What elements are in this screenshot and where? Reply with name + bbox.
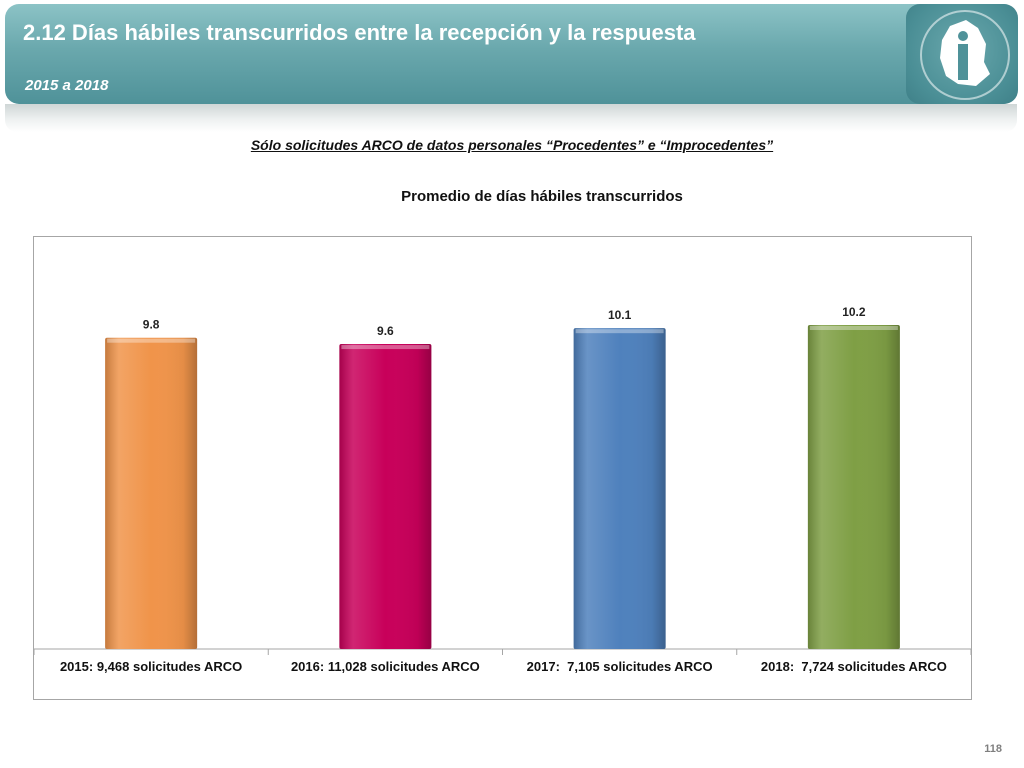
page-title: 2.12 Días hábiles transcurridos entre la… [23, 20, 696, 45]
logo-ring [920, 10, 1010, 100]
info-access-logo-icon [906, 4, 1018, 104]
bar-shine [339, 344, 432, 649]
bar-shine [807, 325, 900, 649]
data-label: 10.2 [842, 305, 866, 319]
category-label: 2015: 9,468 solicitudes ARCO [60, 659, 242, 674]
bar-4 [807, 325, 900, 649]
header-banner: 2.12 Días hábiles transcurridos entre la… [5, 4, 1017, 104]
category-label: 2018: 7,724 solicitudes ARCO [761, 659, 947, 674]
logo-mark-icon [940, 20, 990, 86]
category-label: 2017: 7,105 solicitudes ARCO [527, 659, 713, 674]
bar-1 [105, 337, 198, 649]
header-shadow [5, 104, 1017, 132]
data-label: 9.6 [377, 324, 394, 338]
bar-top-highlight [341, 345, 430, 350]
bar-chart: 9.8 2015: 9,468 solicitudes ARCO 9.6 2016: … [34, 305, 971, 674]
category-label: 2016: 11,028 solicitudes ARCO [291, 659, 480, 674]
bar-top-highlight [809, 326, 898, 330]
bar-top-highlight [107, 338, 196, 343]
page-subtitle: 2015 a 2018 [25, 77, 109, 94]
bar-shine [105, 337, 198, 649]
data-label: 9.8 [143, 318, 160, 332]
chart-caption: Sólo solicitudes ARCO de datos personale… [250, 137, 774, 153]
page-number: 118 [984, 743, 1002, 755]
bar-3 [573, 328, 666, 649]
bar-2 [339, 344, 432, 649]
bar-top-highlight [575, 329, 664, 334]
data-label: 10.1 [608, 308, 632, 322]
bar-shine [573, 328, 666, 649]
chart-frame: 9.8 2015: 9,468 solicitudes ARCO 9.6 2016: … [33, 236, 972, 700]
chart-title: Promedio de días hábiles transcurridos [401, 188, 683, 205]
